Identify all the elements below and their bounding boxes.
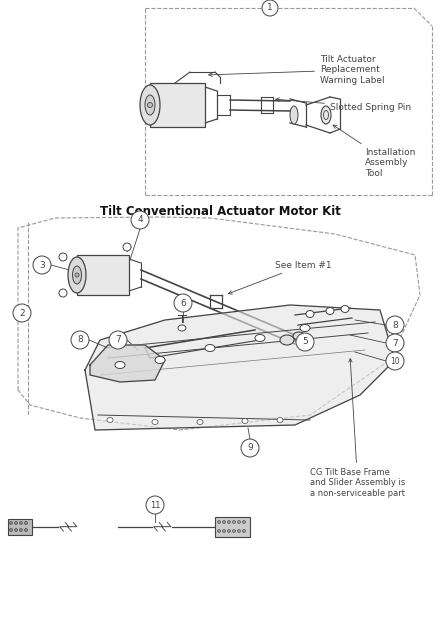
Ellipse shape — [10, 528, 12, 531]
Circle shape — [13, 304, 31, 322]
Text: 1: 1 — [267, 4, 273, 12]
Text: 3: 3 — [39, 260, 45, 270]
Ellipse shape — [341, 306, 349, 312]
Ellipse shape — [68, 257, 86, 293]
Ellipse shape — [217, 521, 220, 523]
Text: Z: Z — [150, 521, 162, 533]
Text: CG Tilt Base Frame
and Slider Assembly is
a non-serviceable part: CG Tilt Base Frame and Slider Assembly i… — [310, 359, 405, 498]
Ellipse shape — [238, 529, 241, 533]
Text: Z: Z — [64, 521, 76, 533]
Ellipse shape — [232, 521, 235, 523]
Ellipse shape — [321, 106, 331, 124]
Ellipse shape — [227, 521, 231, 523]
Ellipse shape — [145, 95, 155, 115]
Polygon shape — [85, 305, 395, 430]
Circle shape — [131, 211, 149, 229]
Ellipse shape — [152, 420, 158, 425]
Ellipse shape — [107, 417, 113, 422]
Ellipse shape — [255, 335, 265, 342]
Ellipse shape — [290, 106, 298, 124]
Ellipse shape — [115, 361, 125, 368]
Text: Tilt Actuator
Replacement
Warning Label: Tilt Actuator Replacement Warning Label — [209, 55, 385, 85]
Circle shape — [33, 256, 51, 274]
Ellipse shape — [306, 311, 314, 317]
Text: 5: 5 — [302, 337, 308, 347]
Bar — [150, 83, 205, 127]
Text: 9: 9 — [247, 443, 253, 453]
Circle shape — [109, 331, 127, 349]
Text: 4: 4 — [137, 216, 143, 224]
Circle shape — [241, 439, 259, 457]
Circle shape — [174, 294, 192, 312]
Circle shape — [386, 352, 404, 370]
Text: 7: 7 — [392, 339, 398, 347]
Circle shape — [386, 334, 404, 352]
Text: Installation
Assembly
Tool: Installation Assembly Tool — [333, 125, 415, 178]
Ellipse shape — [326, 308, 334, 314]
Ellipse shape — [217, 529, 220, 533]
Ellipse shape — [15, 528, 18, 531]
Text: 8: 8 — [392, 321, 398, 329]
Ellipse shape — [155, 356, 165, 363]
Ellipse shape — [10, 521, 12, 525]
Text: Slotted Spring Pin: Slotted Spring Pin — [276, 98, 411, 112]
Ellipse shape — [19, 521, 22, 525]
Text: 10: 10 — [390, 356, 400, 366]
Text: Z: Z — [158, 521, 170, 533]
Text: 6: 6 — [180, 298, 186, 308]
Circle shape — [386, 316, 404, 334]
Circle shape — [146, 496, 164, 514]
Ellipse shape — [59, 253, 67, 261]
Text: Tilt Conventional Actuator Motor Kit: Tilt Conventional Actuator Motor Kit — [99, 205, 341, 218]
Text: 2: 2 — [19, 309, 25, 317]
Ellipse shape — [232, 529, 235, 533]
Text: 7: 7 — [115, 335, 121, 345]
Ellipse shape — [277, 417, 283, 422]
Ellipse shape — [223, 529, 226, 533]
Text: 11: 11 — [150, 500, 160, 510]
Ellipse shape — [25, 528, 28, 531]
Text: See Item #1: See Item #1 — [228, 260, 332, 294]
Circle shape — [296, 333, 314, 351]
Ellipse shape — [205, 345, 215, 352]
Bar — [8, 519, 32, 535]
Ellipse shape — [123, 243, 131, 251]
Ellipse shape — [293, 332, 305, 340]
Ellipse shape — [242, 529, 246, 533]
Ellipse shape — [75, 273, 79, 277]
Ellipse shape — [197, 420, 203, 425]
Ellipse shape — [19, 528, 22, 531]
Ellipse shape — [242, 521, 246, 523]
Ellipse shape — [15, 521, 18, 525]
Bar — [215, 517, 250, 537]
Ellipse shape — [242, 418, 248, 423]
Ellipse shape — [178, 325, 186, 331]
Text: Z: Z — [56, 521, 68, 533]
Bar — [77, 255, 129, 295]
Ellipse shape — [280, 335, 294, 345]
Ellipse shape — [59, 289, 67, 297]
Ellipse shape — [238, 521, 241, 523]
Ellipse shape — [25, 521, 28, 525]
Circle shape — [262, 0, 278, 16]
Circle shape — [71, 331, 89, 349]
Ellipse shape — [147, 102, 153, 107]
Ellipse shape — [140, 85, 160, 125]
Ellipse shape — [73, 266, 81, 284]
Ellipse shape — [227, 529, 231, 533]
Ellipse shape — [223, 521, 226, 523]
Text: 8: 8 — [77, 335, 83, 345]
Polygon shape — [90, 345, 165, 382]
Ellipse shape — [300, 324, 310, 332]
